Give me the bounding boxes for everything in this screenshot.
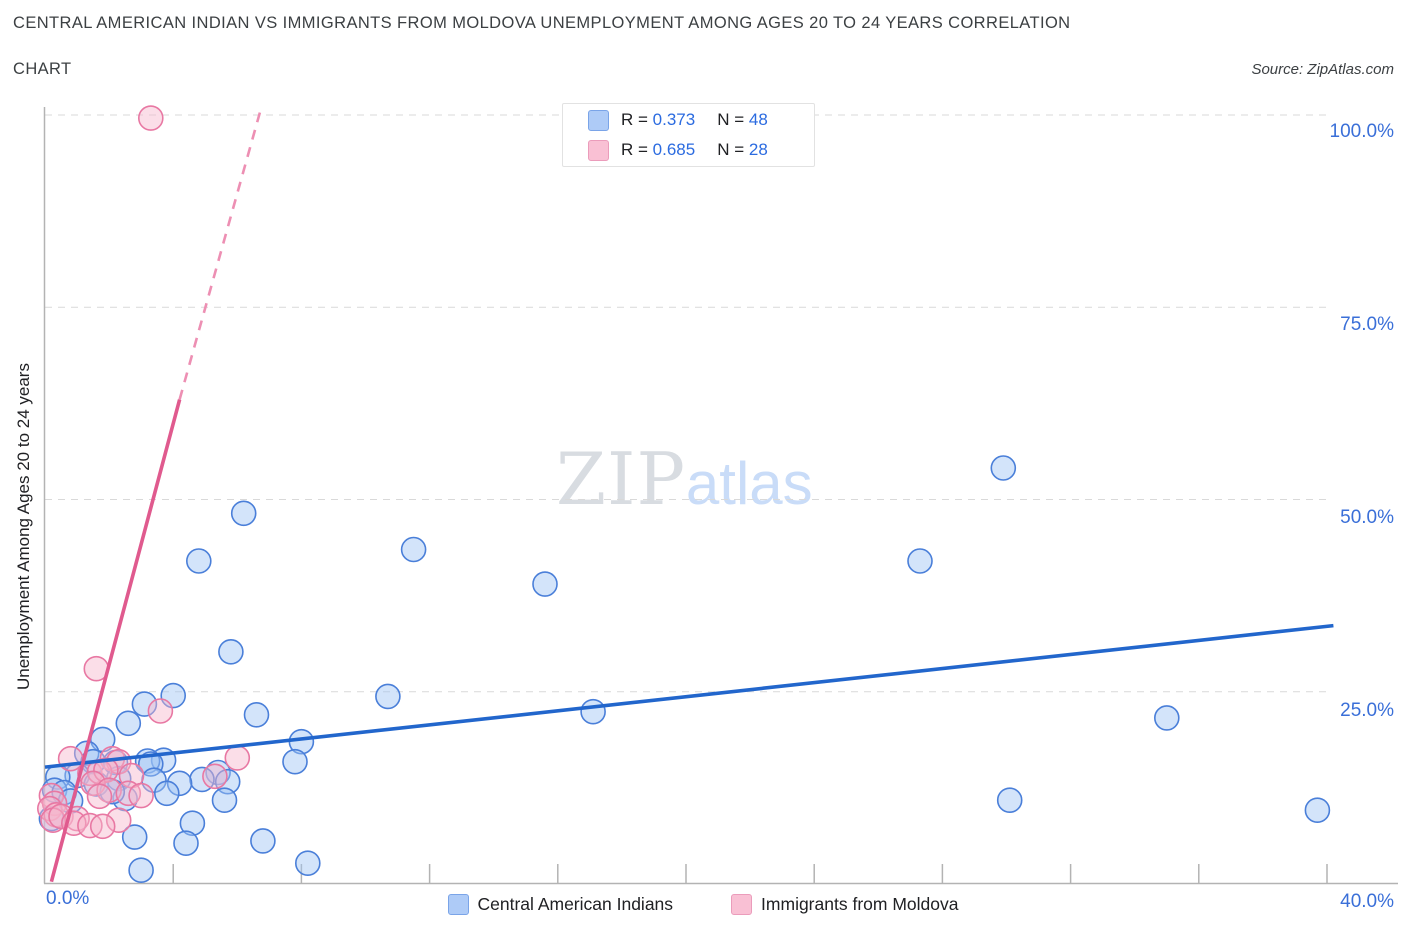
scatter-point[interactable] [990,455,1017,481]
legend-item-central-american-indians[interactable]: Central American Indians [447,893,674,915]
scatter-point[interactable] [996,787,1023,814]
scatter-point[interactable] [202,763,228,790]
scatter-point[interactable] [250,828,276,854]
page-title-line2: CHART [13,60,72,78]
legend-row-blue-text: R = 0.373 N = 48 [621,110,768,129]
watermark-zip: ZIP [556,437,686,521]
scatter-point[interactable] [138,105,164,131]
x-axis-min-label: 0.0% [46,888,90,909]
source-credit: Source: ZipAtlas.com [1251,61,1394,78]
scatter-point[interactable] [907,548,933,574]
scatter-point[interactable] [173,830,199,857]
scatter-point[interactable] [400,536,427,563]
scatter-point[interactable] [375,683,401,710]
scatter-point[interactable] [131,691,158,717]
legend-row-pink-text: R = 0.685 N = 28 [621,140,768,159]
scatter-point[interactable] [86,783,113,810]
scatter-point[interactable] [154,780,180,807]
y-tick-label-50: 50.0% [1340,507,1394,528]
blue-series-swatch [588,109,609,131]
y-tick-label-25: 25.0% [1340,700,1394,721]
scatter-point[interactable] [77,812,103,839]
scatter-point[interactable] [128,782,154,809]
scatter-point[interactable] [115,780,142,807]
scatter-point[interactable] [282,748,308,775]
scatter-point[interactable] [218,638,244,665]
scatter-point[interactable] [211,787,238,814]
scatter-point[interactable] [138,751,164,777]
trend-line-pink-dashed [178,106,263,400]
scatter-point[interactable] [186,548,212,574]
scatter-point[interactable] [532,571,558,597]
y-tick-label-75: 75.0% [1340,314,1394,335]
scatter-point[interactable] [294,850,321,877]
scatter-point[interactable] [147,698,174,724]
pink-legend-label: Immigrants from Moldova [761,893,959,914]
trend-line-blue [44,623,1334,769]
series-legend: Central American Indians Immigrants from… [0,889,1406,919]
x-axis-max-label: 40.0% [1340,891,1394,912]
page-title: CENTRAL AMERICAN INDIAN VS IMMIGRANTS FR… [13,14,1071,32]
scatter-point[interactable] [214,768,241,795]
scatter-point[interactable] [179,810,206,837]
scatter-point[interactable] [205,759,231,786]
scatter-point[interactable] [121,824,148,850]
scatter-point[interactable] [89,813,116,840]
watermark-atlas: atlas [685,450,813,517]
scatter-point[interactable] [224,745,251,771]
scatter-point[interactable] [80,770,106,797]
legend-item-immigrants-from-moldova[interactable]: Immigrants from Moldova [731,893,959,915]
scatter-point[interactable] [166,770,193,797]
pink-series-swatch [588,139,609,161]
y-axis-title: Unemployment Among Ages 20 to 24 years [14,363,33,690]
scatter-point[interactable] [93,757,119,784]
legend-row-pink: R = 0.685 N = 28 [588,138,814,162]
scatter-point[interactable] [128,857,154,884]
scatter-point[interactable] [580,698,606,725]
pink-legend-swatch [731,893,753,915]
scatter-point[interactable] [230,500,257,527]
scatter-point[interactable] [115,710,142,737]
blue-legend-label: Central American Indians [477,893,674,914]
scatter-point[interactable] [1154,705,1180,731]
zipatlas-watermark: ZIPatlas [556,437,813,521]
y-tick-label-100: 100.0% [1329,121,1394,142]
trend-line-pink [49,399,182,883]
scatter-point[interactable] [243,701,270,728]
scatter-point[interactable] [1304,797,1331,824]
blue-legend-swatch [447,893,469,915]
scatter-point[interactable] [105,807,132,834]
legend-row-blue: R = 0.373 N = 48 [588,108,814,132]
correlation-legend-box: R = 0.373 N = 48 R = 0.685 N = 28 [562,103,815,167]
